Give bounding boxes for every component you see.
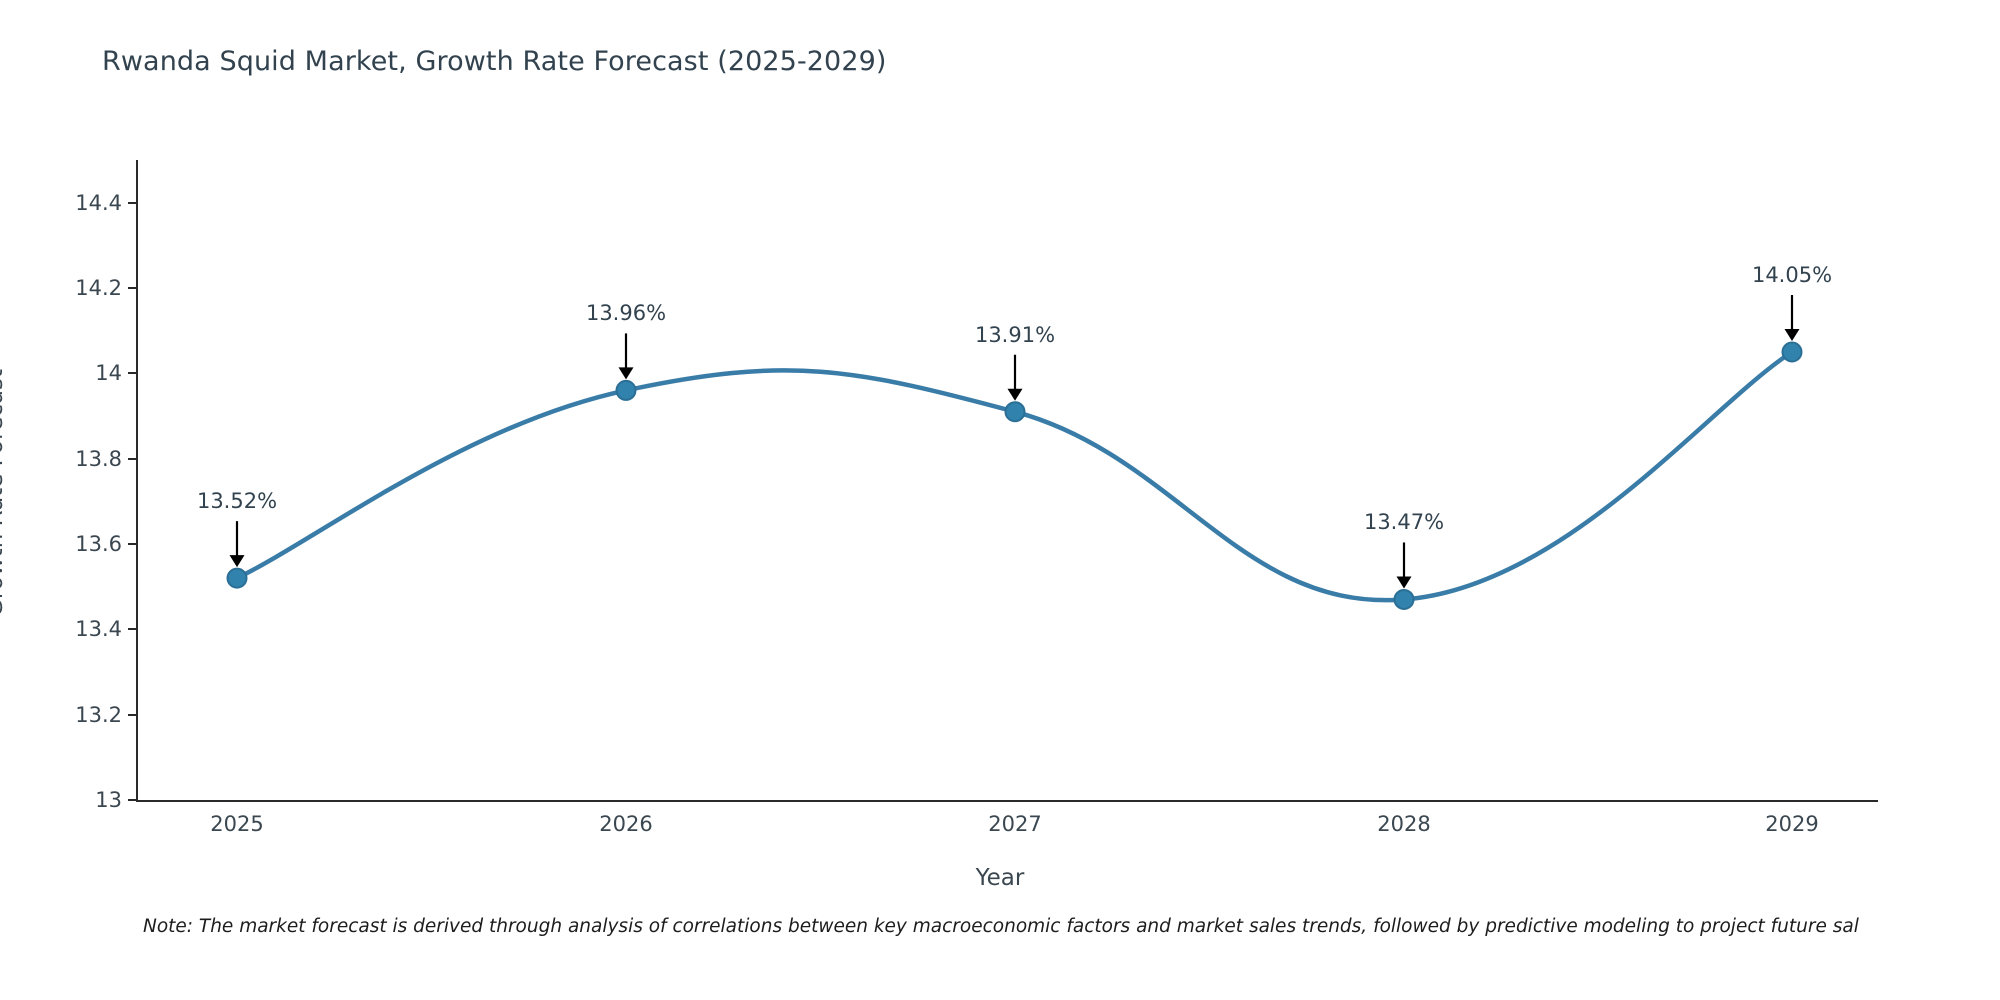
- x-tick-label: 2026: [599, 812, 653, 836]
- data-point-label: 13.96%: [585, 301, 667, 326]
- x-tick-label: 2025: [210, 812, 264, 836]
- x-tick-label: 2028: [1377, 812, 1431, 836]
- forecast-line: [234, 349, 1795, 603]
- data-point-label: 13.52%: [196, 489, 278, 514]
- x-tick-label: 2027: [988, 812, 1042, 836]
- y-tick-label: 14: [95, 361, 122, 386]
- y-tick-mark: [128, 287, 136, 289]
- y-tick-mark: [128, 799, 136, 801]
- annotation-arrow-icon: [618, 333, 634, 380]
- data-point-marker[interactable]: [226, 567, 248, 589]
- y-tick-label: 13.8: [75, 446, 122, 471]
- plot-area: [137, 160, 1878, 800]
- y-tick-label: 13.4: [75, 617, 122, 642]
- x-tick-label: 2029: [1765, 812, 1819, 836]
- y-tick-label: 13: [95, 788, 122, 812]
- data-point-label: 13.91%: [974, 322, 1056, 347]
- footnote: Note: The market forecast is derived thr…: [143, 916, 1859, 937]
- x-axis-line: [136, 800, 1878, 802]
- data-point-marker[interactable]: [1004, 401, 1026, 423]
- y-tick-label: 14.4: [75, 190, 122, 215]
- data-point-marker[interactable]: [1781, 341, 1803, 363]
- y-tick-mark: [128, 543, 136, 545]
- annotation-arrow-icon: [1784, 295, 1800, 341]
- y-tick-label: 13.2: [75, 702, 122, 727]
- annotation-arrow-icon: [229, 521, 245, 568]
- y-axis-line: [136, 160, 138, 801]
- y-tick-mark: [128, 628, 136, 631]
- y-tick-mark: [128, 372, 136, 375]
- data-point-marker[interactable]: [1393, 588, 1415, 610]
- annotation-arrow-icon: [1007, 354, 1023, 401]
- annotation-arrow-icon: [1396, 542, 1412, 589]
- page-title: Rwanda Squid Market, Growth Rate Forecas…: [102, 46, 887, 77]
- data-point-marker[interactable]: [615, 379, 637, 401]
- data-point-label: 14.05%: [1751, 263, 1833, 287]
- y-tick-label: 13.6: [75, 532, 122, 556]
- y-tick-mark: [128, 713, 136, 716]
- y-axis-title: Growth Rate Forecast: [0, 369, 8, 617]
- x-axis-title: Year: [975, 865, 1025, 891]
- y-tick-mark: [128, 457, 136, 460]
- y-tick-label: 14.2: [75, 276, 122, 300]
- data-point-label: 13.47%: [1363, 510, 1445, 535]
- line-chart-svg: [226, 295, 1803, 610]
- y-tick-mark: [128, 201, 136, 204]
